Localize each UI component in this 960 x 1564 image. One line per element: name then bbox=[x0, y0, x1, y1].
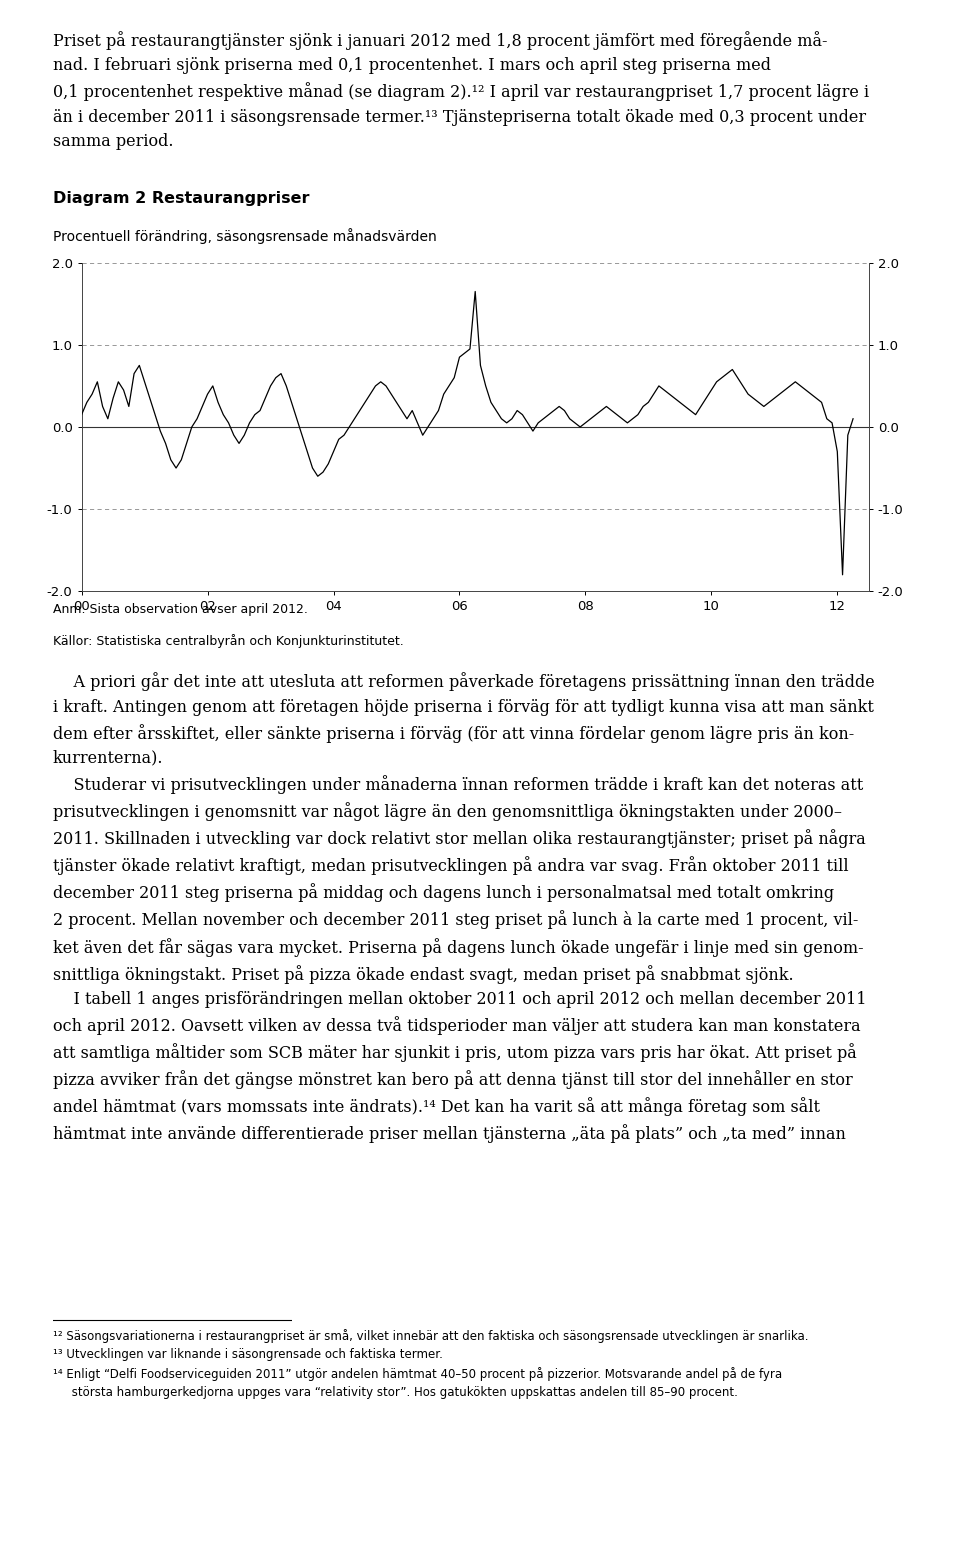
Text: Procentuell förändring, säsongsrensade månadsvärden: Procentuell förändring, säsongsrensade m… bbox=[53, 228, 437, 244]
Text: Priset på restaurangtjänster sjönk i januari 2012 med 1,8 procent jämfört med fö: Priset på restaurangtjänster sjönk i jan… bbox=[53, 31, 869, 150]
Text: ¹² Säsongsvariationerna i restaurangpriset är små, vilket innebär att den faktis: ¹² Säsongsvariationerna i restaurangpris… bbox=[53, 1329, 808, 1398]
Text: Diagram 2 Restaurangpriser: Diagram 2 Restaurangpriser bbox=[53, 191, 309, 206]
Text: A priori går det inte att utesluta att reformen påverkade företagens prissättnin: A priori går det inte att utesluta att r… bbox=[53, 673, 875, 1143]
Text: Källor: Statistiska centralbyrån och Konjunkturinstitutet.: Källor: Statistiska centralbyrån och Kon… bbox=[53, 635, 403, 647]
Text: Anm. Sista observation avser april 2012.: Anm. Sista observation avser april 2012. bbox=[53, 604, 307, 616]
